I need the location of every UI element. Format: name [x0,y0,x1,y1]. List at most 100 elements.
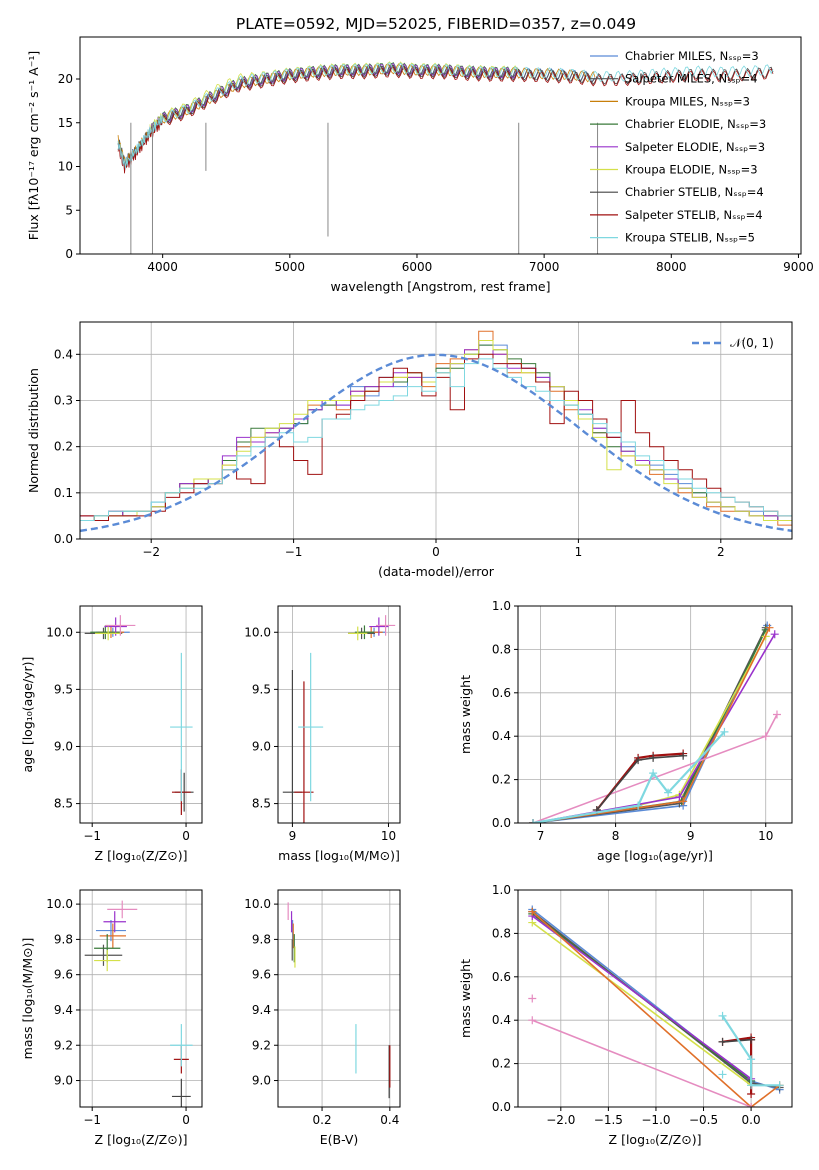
spectrum-line [117,66,774,174]
axes-frame [79,36,802,255]
legend-label: Kroupa STELIB, Nₛₛₚ=5 [625,231,755,245]
gaussian-curve [80,353,792,533]
spectrum-line [117,62,774,169]
weight-marker [528,994,537,1003]
y-tick-label: 9.6 [252,968,271,982]
y-tick-label: 0.0 [492,816,511,830]
y-tick-label: 9.5 [252,682,271,696]
error-point [170,1024,193,1067]
legend-label: Salpeter MILES, Nₛₛₚ=4 [625,72,758,86]
weight-marker [718,1070,727,1079]
x-tick-label: 8 [612,829,620,843]
x-axis-label: Z [log₁₀(Z/Z⊙)] [95,1132,188,1147]
x-tick-label: 0.4 [380,1113,399,1127]
panel-residuals: 𝒩(0, 1) −2 −1 0 1 2 0.0 0.1 0.2 0.3 0.4 (data-model… [26,321,793,579]
x-tick-label: 1 [575,545,583,559]
y-tick-label: 1.0 [492,599,511,613]
axes-frame [277,605,401,824]
x-tick-label: 6000 [402,260,433,274]
weight-marker [718,1011,727,1020]
y-tick-label: 10.0 [244,625,271,639]
y-tick-label: 9.4 [54,1003,73,1017]
plot-area [529,621,781,823]
weight-marker [679,751,688,760]
weight-series [532,625,768,823]
error-point [95,919,126,942]
x-tick-label: 5000 [275,260,306,274]
weight-marker [747,1055,756,1064]
weight-marker [529,819,538,823]
y-tick-label: 0.0 [492,1100,511,1114]
legend-label: Kroupa ELODIE, Nₛₛₚ=3 [625,163,758,177]
error-point [170,652,193,802]
x-tick-label: −1.5 [594,1113,623,1127]
panel-spectrum: 4000 5000 6000 7000 8000 9000 0 5 10 15 20 waveleng… [26,36,814,294]
y-tick-label: 20 [58,72,73,86]
plot-area [117,61,774,254]
y-axis-label: Flux [fλ10⁻¹⁷ erg cm⁻² s⁻¹ A⁻¹] [26,51,41,240]
x-tick-label: 8000 [656,260,687,274]
x-tick-label: 7000 [529,260,560,274]
x-axis-label: Z [log₁₀(Z/Z⊙)] [95,848,188,863]
y-tick-label: 0.3 [54,393,73,407]
x-tick-label: 2 [717,545,725,559]
x-tick-label: −1 [83,1113,101,1127]
axes-frame [277,889,401,1108]
y-tick-label: 0.2 [492,1057,511,1071]
weight-marker [679,797,688,806]
weight-marker [664,788,673,797]
panel-age-vs-Z: −1 0 8.5 9.0 9.5 10.0 Z [log₁₀(Z/Z⊙)] age [log₁… [20,605,203,863]
panel-mass-vs-Z: −1 0 9.0 9.2 9.4 9.6 9.8 10.0 Z [log₁₀(Z/Z⊙)] mas… [20,889,203,1147]
axes-frame [517,889,793,1108]
y-tick-label: 0.8 [492,642,511,656]
y-tick-label: 0.0 [54,532,73,546]
weight-series [721,1015,780,1087]
error-point [99,923,126,949]
y-tick-label: 9.6 [54,968,73,982]
x-tick-label: 0 [182,1113,190,1127]
x-tick-label: −1 [83,829,101,843]
weight-series [596,754,684,811]
y-tick-label: 9.4 [252,1003,271,1017]
weight-series [532,633,776,823]
spectrum-line [117,64,774,172]
weight-marker [634,801,643,810]
weight-marker [528,907,537,916]
panel-age-vs-mass: 9 10 8.5 9.0 9.5 10.0 mass [log₁₀(M/M⊙)] [244,605,401,863]
weight-series [532,1019,752,1107]
x-tick-label: −1.0 [641,1113,670,1127]
y-tick-label: 9.0 [252,1074,271,1088]
weight-marker [747,1103,756,1107]
y-tick-label: 0.2 [54,440,73,454]
y-tick-label: 9.0 [252,739,271,753]
axes-frame [79,889,203,1108]
y-tick-label: 9.2 [54,1038,73,1052]
legend-label: 𝒩(0, 1) [730,336,774,350]
error-point [298,652,324,802]
x-tick-label: 0.2 [313,1113,332,1127]
x-tick-label: −2 [142,545,160,559]
legend-label: Kroupa MILES, Nₛₛₚ=3 [625,94,750,108]
weight-marker [675,792,684,801]
weight-marker [770,630,779,639]
weight-marker [747,1035,756,1044]
error-point [171,1078,191,1107]
error-point [95,626,122,641]
y-tick-label: 0.4 [54,347,73,361]
weight-marker [747,1081,756,1090]
x-tick-label: −0.5 [689,1113,718,1127]
y-axis-label: mass weight [458,959,473,1038]
x-tick-label: 0 [182,829,190,843]
y-tick-label: 10 [58,160,73,174]
x-tick-label: 9 [687,829,695,843]
y-tick-label: 10.0 [46,897,73,911]
plot-area [80,330,792,533]
plot-area [84,615,194,816]
y-tick-label: 1.0 [492,883,511,897]
x-tick-label: 0 [432,545,440,559]
legend-label: Salpeter STELIB, Nₛₛₚ=4 [625,208,763,222]
panel-massweight-vs-Z: −2.0 −1.5 −1.0 −0.5 0.0 0.0 0.2 0.4 0.6 0.8 1.0 Z [… [458,883,793,1147]
y-tick-label: 9.0 [54,739,73,753]
x-axis-label: mass [log₁₀(M/M⊙)] [278,848,400,863]
panel-mass-vs-ebv: 0.2 0.4 9.0 9.2 9.4 9.6 9.8 10.0 E(B-V) [244,889,401,1147]
